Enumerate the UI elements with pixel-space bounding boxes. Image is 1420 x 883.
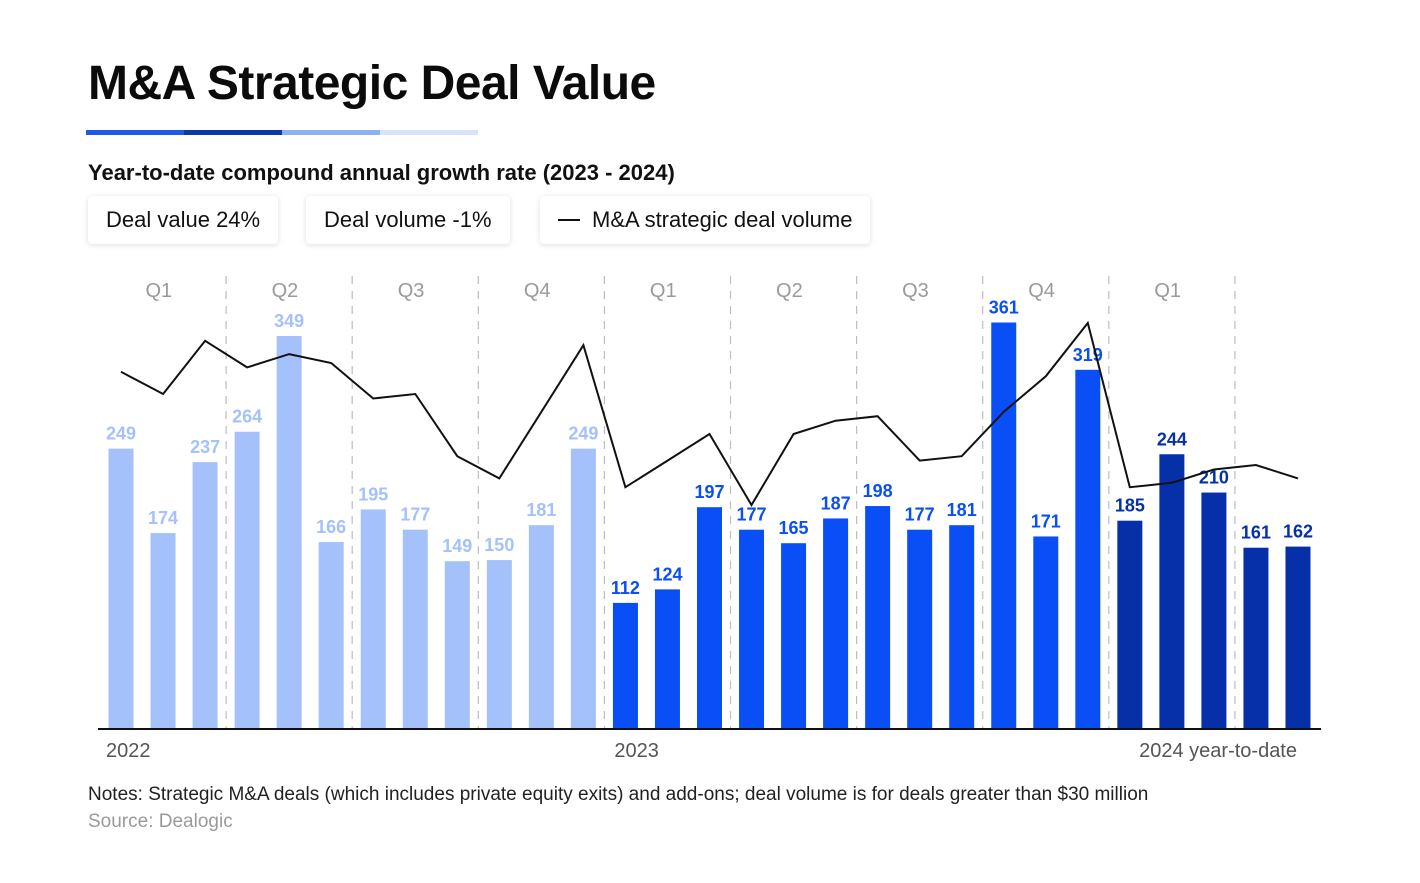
bar [612, 602, 638, 729]
bar-value-label: 177 [905, 505, 935, 525]
bar [108, 448, 134, 729]
bar [360, 509, 386, 729]
bar-value-label: 181 [947, 500, 977, 520]
quarter-label: Q3 [902, 280, 929, 302]
title-underline [86, 130, 478, 135]
bar-value-label: 197 [694, 482, 724, 502]
bar-value-label: 174 [148, 508, 178, 528]
bar-value-label: 195 [358, 484, 388, 504]
bar [907, 529, 933, 729]
bar-value-label: 264 [232, 407, 262, 427]
deal-volume-line [120, 320, 1299, 507]
title-underline-segment-2 [184, 130, 282, 135]
bar-value-label: 249 [106, 424, 136, 444]
bar-value-label: 162 [1283, 522, 1313, 542]
bar [1117, 520, 1143, 729]
bar-value-label: 150 [484, 535, 514, 555]
bar-value-label: 361 [989, 298, 1019, 318]
legend-deal-value-label: Deal value 24% [106, 207, 261, 232]
bar [739, 529, 765, 729]
legend-line-label: M&A strategic deal volume [592, 207, 853, 232]
quarter-label: Q1 [650, 280, 677, 302]
bar-value-label: 124 [652, 564, 682, 584]
quarter-label: Q4 [524, 280, 551, 302]
legend-deal-value-toggle[interactable]: Deal value 24% [88, 196, 279, 244]
quarter-label: Q2 [272, 280, 299, 302]
bar [654, 589, 680, 729]
bar [192, 462, 218, 729]
bar [486, 560, 512, 729]
bar [570, 448, 596, 729]
bar-value-label: 181 [526, 500, 556, 520]
bar [444, 561, 470, 729]
legend-line-toggle[interactable]: M&A strategic deal volume [540, 196, 871, 244]
bar [781, 543, 807, 729]
bar-value-label: 166 [316, 517, 346, 537]
chart-subtitle: Year-to-date compound annual growth rate… [88, 160, 675, 185]
bar [234, 431, 260, 729]
title-underline-segment-4 [380, 130, 478, 135]
year-label: 2023 [614, 740, 659, 762]
line-swatch-icon [558, 219, 580, 221]
legend-deal-volume-toggle[interactable]: Deal volume -1% [306, 196, 510, 244]
title-underline-segment-3 [282, 130, 380, 135]
bar [1243, 547, 1269, 729]
bar [697, 507, 722, 729]
year-label: 2022 [106, 740, 151, 762]
chart-title: M&A Strategic Deal Value [88, 57, 656, 110]
quarter-label: Q3 [398, 280, 425, 302]
bar-value-label: 177 [400, 505, 430, 525]
bar-value-label: 187 [821, 493, 851, 513]
bar-value-label: 161 [1241, 523, 1271, 543]
bar-value-label: 237 [190, 437, 220, 457]
bar [949, 525, 975, 729]
bar-value-label: 244 [1157, 429, 1187, 449]
bar [528, 525, 554, 729]
bar [150, 533, 176, 729]
quarter-label: Q4 [1028, 280, 1055, 302]
bar-value-label: 185 [1115, 496, 1145, 516]
bar [865, 506, 891, 729]
deal-value-chart: Q1 Q2 Q3 Q4 Q1 Q2 Q3 Q4 Q1 249 174 237 264 349 166 195 1… [98, 276, 1321, 762]
bar [1159, 454, 1185, 729]
bar [318, 542, 344, 729]
bar-value-label: 165 [779, 518, 809, 538]
chart-notes: Notes: Strategic M&A deals (which includ… [88, 784, 1149, 805]
bar-value-label: 177 [737, 505, 767, 525]
year-label: 2024 year-to-date [1139, 740, 1297, 762]
quarter-label: Q2 [776, 280, 803, 302]
bar [1201, 492, 1227, 729]
bar [276, 336, 302, 729]
legend-deal-volume-label: Deal volume -1% [324, 207, 492, 232]
quarter-label: Q1 [146, 280, 173, 302]
bar-value-label: 249 [568, 424, 598, 444]
bar-value-label: 149 [442, 536, 472, 556]
bar [1075, 369, 1101, 729]
bar [1285, 546, 1311, 729]
chart-source: Source: Dealogic [88, 811, 233, 832]
bar [991, 322, 1017, 729]
bar-value-label: 112 [611, 578, 640, 598]
bar-value-label: 171 [1031, 511, 1061, 531]
bar [1033, 536, 1059, 729]
quarter-label: Q1 [1154, 280, 1181, 302]
bar [823, 518, 849, 729]
title-underline-segment-1 [86, 130, 184, 135]
bar [402, 529, 428, 729]
bar-value-label: 198 [863, 481, 893, 501]
bar-value-label: 349 [274, 311, 304, 331]
